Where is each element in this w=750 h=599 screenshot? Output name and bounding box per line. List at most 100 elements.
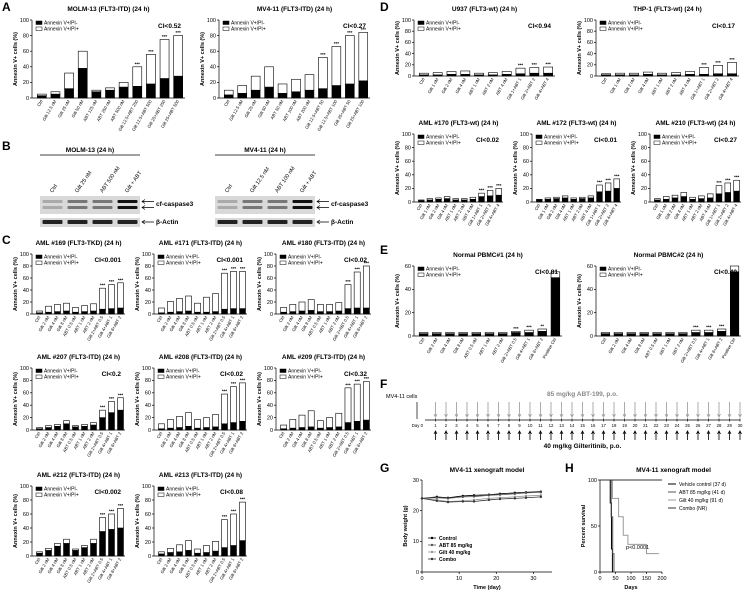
abt-arrow [517,402,522,418]
bar [212,540,219,552]
y-tick-label: 100 [264,252,273,258]
bar [90,422,97,426]
gilt-arrow [601,430,606,440]
gilt-arrow [454,430,459,440]
x-tick-label: Gilt 4+ABT 4 [533,76,550,100]
point [524,491,528,495]
y-tick-label: 60 [587,40,593,46]
y-tick-label: 60 [641,159,647,165]
lane-label: ABT 500 nM [99,165,122,194]
bar [194,548,201,554]
bar [185,550,192,557]
annotation: CI<0.17 [712,23,735,30]
significance: *** [222,389,228,394]
significance: *** [118,277,124,282]
bar [158,307,165,314]
legend-label: Annexin V+/PI+ [608,26,643,32]
y-tick-label: 0 [270,312,273,318]
bar [289,419,297,429]
legend-label: Annexin V+/PI- [662,134,696,140]
y-axis-label: Annexin V+ cells (%) [13,257,19,311]
legend-swatch [535,140,543,145]
legend-label: Annexin V+/PI- [426,20,460,26]
legend-label: Annexin V+/PI+ [44,492,79,498]
bar [536,199,543,203]
bar [307,426,315,431]
band [242,200,263,203]
bar [99,517,106,532]
bar [706,197,714,203]
bar [289,304,297,312]
y-axis-label: Annexin V+ cells (%) [395,274,401,328]
chart-title: AML #180 (FLT3-ITD) (24 h) [282,240,365,247]
band [217,206,238,209]
legend-swatch [417,20,425,25]
bar [72,550,79,557]
bar [550,277,561,337]
bar [671,197,679,203]
y-tick-label: 40 [145,288,151,294]
legend-swatch [222,26,230,31]
bar [176,298,183,312]
x-tick-label: Gilt 8 nM [452,337,465,355]
day-label: Day 0 [412,423,424,428]
y-tick-label: 80 [23,378,29,384]
bar [117,397,124,411]
bar [108,529,115,557]
bar [715,193,723,203]
legend-label: Combo [439,557,456,563]
annotation: CI<0.52 [158,23,181,30]
significance: *** [361,27,367,32]
legend-swatch [417,134,425,139]
band [92,220,113,224]
y-axis-label: Percent survival [581,504,587,547]
x-tick-label: Gilt 50 nM [257,99,271,119]
significance: *** [716,180,722,185]
bar [298,310,306,315]
bar [529,72,540,77]
x-tick-label: Gilt 1 nM [609,77,622,95]
bar [91,89,102,93]
bar [418,332,429,334]
panel-letter: B [2,139,11,153]
bar [363,265,370,309]
bar [486,195,494,203]
y-tick-label: 60 [405,159,411,165]
bar [185,310,192,315]
x-tick-label: ABT 4 nM [495,77,509,96]
lane-label: Gilt + ABT [124,170,144,194]
bar [250,89,261,99]
bar [50,93,61,99]
y-axis-label: Annexin V+ cells (%) [13,372,19,426]
bar [613,178,620,189]
bar [570,197,577,200]
band-label: β-Actin [331,219,353,226]
bar [689,196,696,200]
y-tick-label: 20 [210,80,216,86]
bar [629,72,639,76]
legend-swatch [157,260,165,265]
bar [680,192,688,197]
legend-swatch [35,374,43,379]
y-tick-label: 20 [267,300,273,306]
y-tick-label: 100 [142,252,151,258]
gilt-arrow [528,430,532,440]
y-tick-label: 40 [267,288,273,294]
bar [54,424,61,427]
bar [529,67,540,74]
bar [432,332,442,334]
bar [230,513,237,546]
legend-label: Annexin V+/PI- [44,20,78,26]
x-axis-label: Days [624,585,637,591]
bar [146,83,156,99]
band [217,220,238,224]
bar [435,197,442,200]
abt-arrow [528,402,532,418]
bar [657,72,667,76]
day-number: 10 [528,423,533,428]
abt-arrow [643,402,648,418]
x-tick-label: 0 [420,576,423,582]
x-tick-label: Gilt 4 nM [454,77,467,95]
legend-label: Annexin V+/PI+ [44,26,79,32]
bar [230,422,237,431]
